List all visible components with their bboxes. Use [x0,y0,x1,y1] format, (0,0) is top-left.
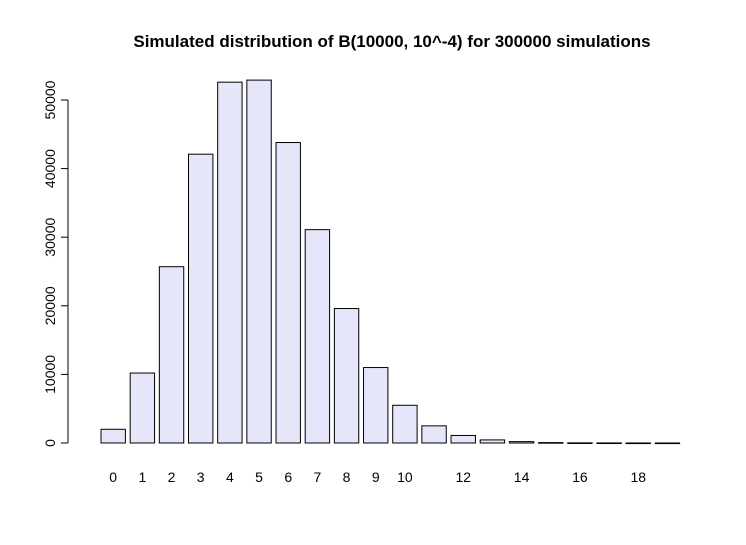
y-tick-label: 30000 [42,218,58,257]
x-tick-label: 16 [572,469,588,485]
bar-8 [333,308,360,444]
bar-6 [275,142,301,444]
y-tick-label: 20000 [42,286,58,325]
bar-12 [450,434,476,444]
bar-15 [538,442,564,444]
bar-4 [217,81,243,444]
bar-11 [421,425,447,444]
x-tick-label: 9 [372,469,380,485]
x-tick-label: 12 [455,469,471,485]
x-tick-label: 1 [138,469,146,485]
y-tick-label: 50000 [42,80,58,119]
bar-16 [567,442,593,444]
bar-1 [129,372,156,444]
y-tick-label: 40000 [42,149,58,188]
bar-10 [392,404,418,444]
x-tick-label: 2 [168,469,176,485]
x-tick-label: 3 [197,469,205,485]
x-tick-label: 14 [514,469,530,485]
bar-3 [188,153,214,444]
bar-2 [158,266,185,444]
bars [100,79,681,445]
x-tick-label: 5 [255,469,263,485]
x-tick-label: 18 [630,469,646,485]
chart-title: Simulated distribution of B(10000, 10^-4… [133,32,650,51]
bar-17 [596,442,622,445]
y-axis: 0 10000 20000 30000 40000 50000 [42,80,69,447]
bar-13 [479,439,506,444]
y-tick-label: 0 [42,439,58,447]
x-tick-label: 8 [343,469,351,485]
x-axis-labels: 0 1 2 3 4 5 6 7 8 9 10 12 14 16 18 [109,469,646,485]
bar-0 [100,428,126,444]
x-tick-label: 0 [109,469,117,485]
bar-5 [246,79,272,444]
x-tick-label: 4 [226,469,234,485]
bar-19 [654,442,681,445]
bar-18 [625,442,651,445]
x-tick-label: 7 [313,469,321,485]
y-tick-label: 10000 [42,355,58,394]
x-tick-label: 6 [284,469,292,485]
bar-14 [508,441,535,444]
x-tick-label: 10 [397,469,413,485]
bar-9 [363,367,389,444]
bar-7 [304,229,331,444]
